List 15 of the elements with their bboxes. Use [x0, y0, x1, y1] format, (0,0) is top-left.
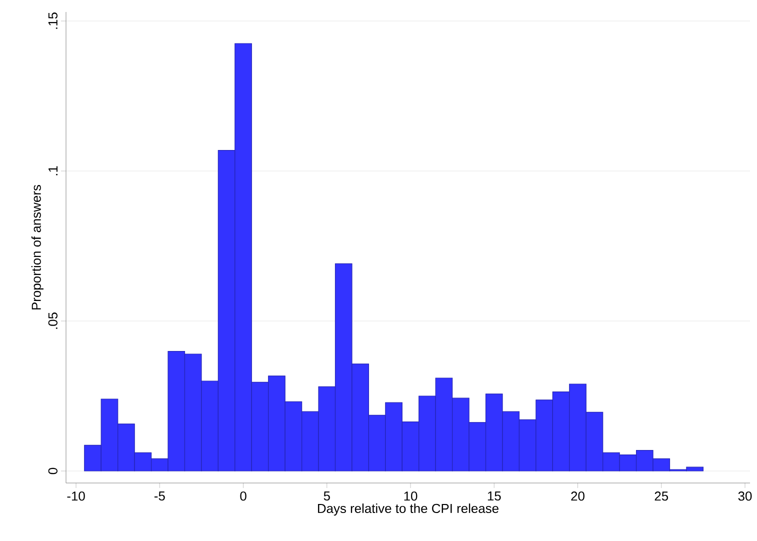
- x-axis-title: Days relative to the CPI release: [318, 504, 498, 516]
- x-tick-label: 25: [654, 492, 668, 501]
- y-tick-label: 0: [48, 468, 58, 474]
- x-tick-label: 30: [738, 492, 752, 501]
- x-tick-label: 10: [404, 492, 418, 501]
- x-tick-label: 0: [240, 492, 246, 501]
- x-tick-label: 20: [571, 492, 584, 501]
- x-tick-label: 5: [324, 492, 330, 501]
- x-tick-label: -5: [154, 492, 165, 501]
- x-tick-label: 15: [488, 492, 501, 501]
- y-axis-title: Proportion of answers: [31, 184, 44, 310]
- y-tick-label: .1: [48, 166, 58, 176]
- y-tick-label: .05: [48, 312, 58, 329]
- x-tick-label: -10: [67, 492, 85, 501]
- y-tick-label: .15: [48, 12, 58, 29]
